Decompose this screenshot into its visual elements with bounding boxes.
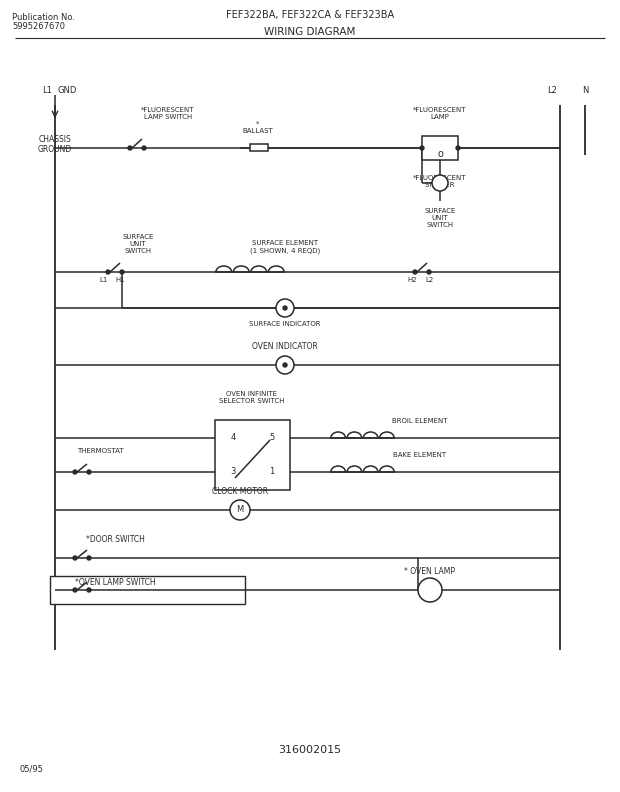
Text: OVEN INFINITE
SELECTOR SWITCH: OVEN INFINITE SELECTOR SWITCH (219, 391, 285, 404)
Text: 1: 1 (269, 467, 275, 477)
Circle shape (283, 363, 287, 367)
Text: SURFACE ELEMENT
(1 SHOWN, 4 REQD): SURFACE ELEMENT (1 SHOWN, 4 REQD) (250, 240, 320, 253)
Text: 5995267670: 5995267670 (12, 22, 65, 31)
Circle shape (230, 500, 250, 520)
Circle shape (73, 588, 77, 592)
Text: o: o (437, 149, 443, 159)
Text: H1: H1 (115, 277, 125, 283)
Circle shape (87, 470, 91, 474)
Circle shape (420, 146, 424, 150)
Bar (215, 420, 290, 490)
Text: SURFACE
UNIT
SWITCH: SURFACE UNIT SWITCH (424, 208, 456, 228)
Text: CHASSIS
GROUND: CHASSIS GROUND (38, 135, 72, 154)
Circle shape (87, 588, 91, 592)
Text: L2: L2 (547, 86, 557, 95)
Text: N: N (582, 86, 588, 95)
Circle shape (427, 270, 431, 274)
Bar (422, 136, 458, 160)
Circle shape (283, 306, 287, 310)
Text: WIRING DIAGRAM: WIRING DIAGRAM (264, 27, 356, 37)
Circle shape (73, 556, 77, 560)
Text: FEF322BA, FEF322CA & FEF323BA: FEF322BA, FEF322CA & FEF323BA (226, 10, 394, 20)
Text: L1: L1 (100, 277, 108, 283)
Text: CLOCK MOTOR: CLOCK MOTOR (212, 487, 268, 496)
Text: *FLUORESCENT
LAMP SWITCH: *FLUORESCENT LAMP SWITCH (141, 107, 195, 120)
Text: *FLUORESCENT
STARTER: *FLUORESCENT STARTER (414, 175, 467, 188)
Circle shape (142, 146, 146, 150)
Text: Publication No.: Publication No. (12, 13, 75, 22)
Text: H2: H2 (407, 277, 417, 283)
Circle shape (128, 146, 132, 150)
Circle shape (432, 175, 448, 191)
Bar (50, 576, 245, 604)
Text: SURFACE INDICATOR: SURFACE INDICATOR (249, 321, 321, 327)
Text: * OVEN LAMP: * OVEN LAMP (404, 567, 456, 576)
Circle shape (413, 270, 417, 274)
Text: THERMOSTAT: THERMOSTAT (77, 448, 123, 454)
Text: SURFACE
UNIT
SWITCH: SURFACE UNIT SWITCH (122, 234, 154, 254)
Text: L2: L2 (426, 277, 434, 283)
Text: 4: 4 (231, 433, 236, 443)
Text: *DOOR SWITCH: *DOOR SWITCH (86, 535, 144, 544)
Text: GND: GND (57, 86, 77, 95)
Text: 05/95: 05/95 (20, 765, 44, 774)
Circle shape (120, 270, 124, 274)
Text: *
BALLAST: * BALLAST (242, 121, 273, 134)
Circle shape (276, 299, 294, 317)
Text: 3: 3 (230, 467, 236, 477)
Bar (250, 144, 268, 151)
Text: *FLUORESCENT
LAMP: *FLUORESCENT LAMP (414, 107, 467, 120)
Text: *OVEN LAMP SWITCH: *OVEN LAMP SWITCH (74, 578, 156, 587)
Circle shape (276, 356, 294, 374)
Circle shape (73, 470, 77, 474)
Text: BAKE ELEMENT: BAKE ELEMENT (394, 452, 446, 458)
Circle shape (456, 146, 460, 150)
Text: M: M (236, 505, 244, 515)
Circle shape (87, 556, 91, 560)
Text: OVEN INDICATOR: OVEN INDICATOR (252, 342, 318, 351)
Text: 316002015: 316002015 (278, 745, 342, 755)
Text: BROIL ELEMENT: BROIL ELEMENT (392, 418, 448, 424)
Circle shape (418, 578, 442, 602)
Text: 5: 5 (269, 433, 275, 443)
Text: L1: L1 (42, 86, 52, 95)
Circle shape (106, 270, 110, 274)
